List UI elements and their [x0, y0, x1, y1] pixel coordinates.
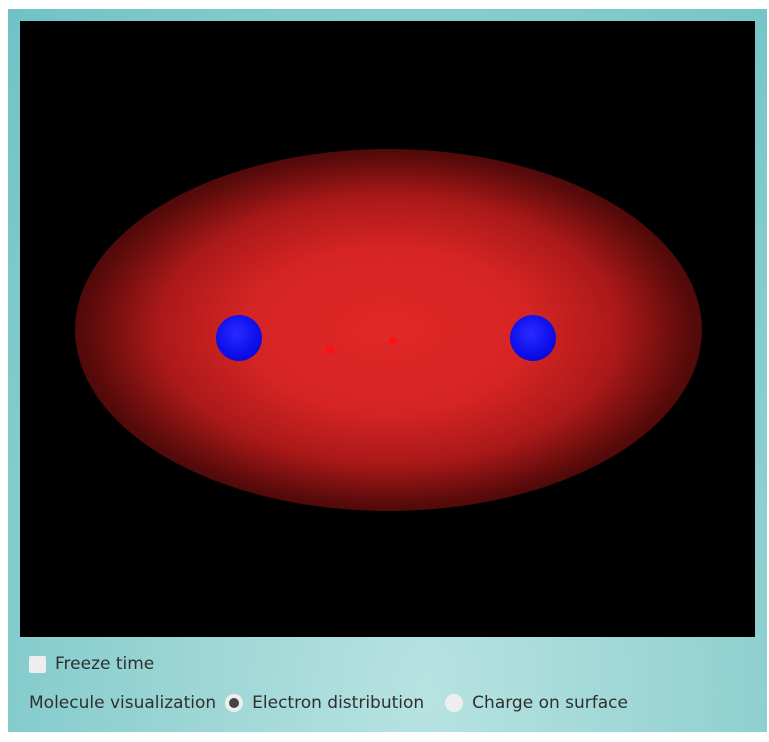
molecule-visualization-group: Molecule visualization Electron distribu…	[29, 693, 649, 713]
electron-cloud	[75, 149, 702, 511]
freeze-time-checkbox-box[interactable]	[29, 655, 46, 673]
freeze-time-checkbox[interactable]: Freeze time	[29, 654, 154, 674]
controls-area: Freeze time Molecule visualization Elect…	[20, 649, 755, 729]
electron-distribution-label: Electron distribution	[252, 693, 425, 713]
nucleus-right	[510, 315, 556, 361]
electron-distribution-radio-button[interactable]	[225, 694, 244, 712]
nucleus-left	[216, 315, 262, 361]
charge-on-surface-radio-button[interactable]	[445, 694, 464, 712]
molecule-visualization-label: Molecule visualization	[29, 693, 217, 713]
simulation-panel: Freeze time Molecule visualization Elect…	[8, 9, 767, 732]
charge-on-surface-label: Charge on surface	[472, 693, 628, 713]
charge-on-surface-radio[interactable]: Charge on surface	[445, 693, 628, 713]
molecule-canvas[interactable]	[20, 21, 755, 637]
electron-distribution-radio[interactable]: Electron distribution	[225, 693, 424, 713]
electron-2	[389, 337, 397, 345]
freeze-time-label: Freeze time	[55, 654, 155, 674]
electron-1	[326, 346, 334, 354]
